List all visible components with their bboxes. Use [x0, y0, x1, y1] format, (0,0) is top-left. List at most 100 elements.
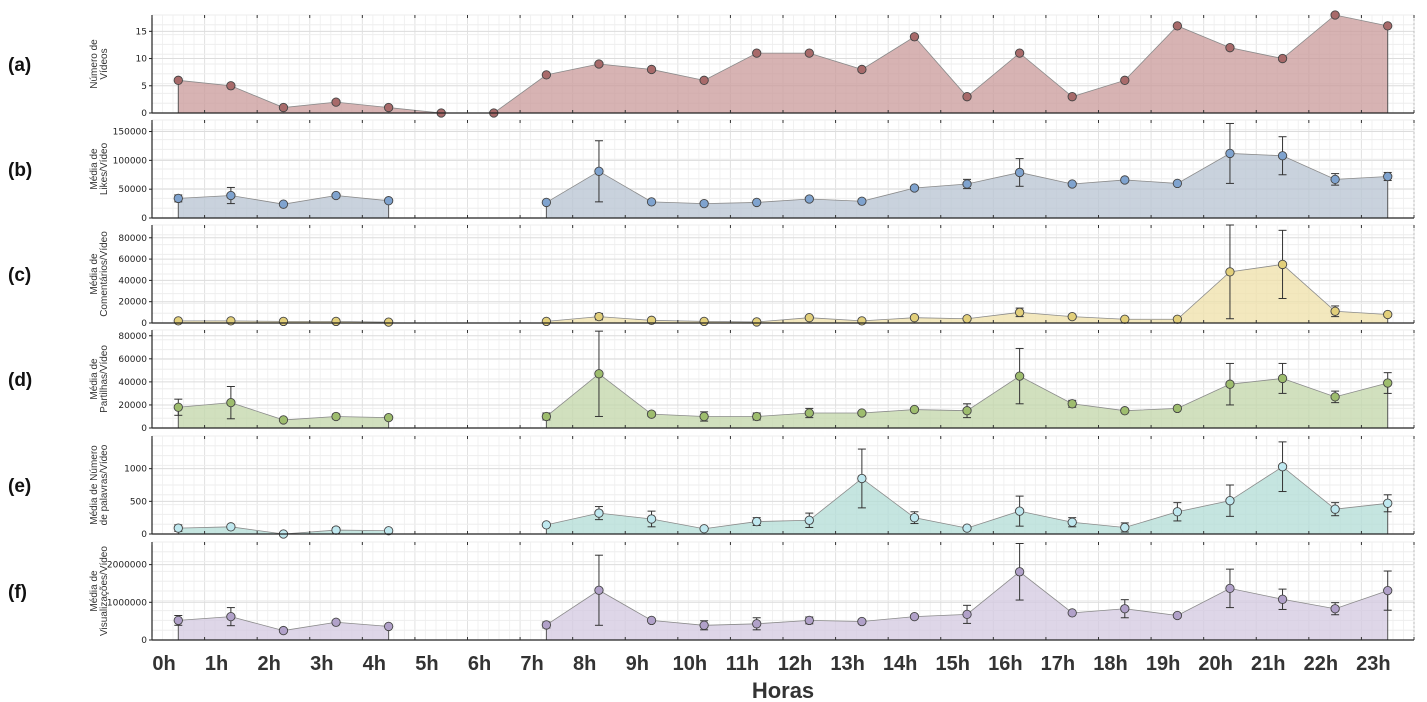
- y-tick-label: 10: [136, 55, 148, 65]
- data-point: [1014, 48, 1025, 58]
- data-point: [173, 615, 183, 626]
- data-point: [1277, 594, 1288, 604]
- data-point: [594, 369, 604, 379]
- x-tick-label: 20h: [1198, 653, 1232, 675]
- y-tick-label: 60000: [118, 255, 147, 265]
- data-point: [1014, 371, 1025, 381]
- data-point: [383, 102, 394, 113]
- y-tick-label: 1000000: [107, 598, 147, 608]
- y-tick-label: 5: [141, 82, 147, 92]
- data-point: [857, 408, 867, 418]
- x-tick-label: 2h: [257, 653, 280, 675]
- data-point: [646, 197, 657, 207]
- data-point: [331, 617, 341, 627]
- y-axis-label-line: Visualizações/Vídeo: [99, 546, 110, 636]
- data-point: [1172, 610, 1183, 621]
- data-point: [173, 193, 183, 204]
- data-point: [909, 611, 920, 622]
- x-tick-label: 18h: [1093, 653, 1127, 675]
- y-axis-label-line: Número de: [89, 39, 100, 89]
- x-tick-label: 21h: [1251, 653, 1285, 675]
- data-point: [804, 515, 814, 525]
- y-tick-label: 50000: [118, 185, 147, 195]
- y-axis-label-line: Likes/Vídeo: [99, 142, 110, 195]
- data-point: [173, 316, 183, 326]
- data-point: [752, 197, 762, 208]
- data-point: [752, 48, 762, 58]
- data-point: [1014, 167, 1025, 178]
- data-point: [1330, 604, 1340, 614]
- data-point: [1120, 75, 1130, 85]
- y-tick-label: 0: [141, 530, 147, 540]
- data-point: [962, 406, 972, 416]
- y-tick-label: 0: [141, 214, 147, 224]
- x-tick-label: 7h: [520, 653, 543, 675]
- data-point: [331, 190, 341, 201]
- y-tick-label: 40000: [118, 276, 147, 286]
- data-point: [541, 197, 552, 208]
- data-point: [383, 317, 394, 327]
- y-tick-label: 20000: [118, 401, 147, 411]
- data-point: [699, 411, 709, 422]
- data-point: [594, 311, 604, 322]
- data-point: [1120, 175, 1130, 185]
- data-point: [383, 621, 394, 632]
- data-point: [541, 620, 552, 630]
- data-point: [1172, 314, 1183, 324]
- data-point: [909, 183, 920, 193]
- data-point: [1277, 373, 1288, 384]
- data-point: [699, 620, 709, 630]
- y-axis-label-line: Média de: [89, 148, 100, 190]
- data-point: [646, 409, 657, 419]
- y-tick-label: 0: [141, 636, 147, 646]
- panel-label: (a): [8, 55, 31, 76]
- panel-label: (b): [8, 160, 32, 181]
- data-point: [909, 313, 920, 323]
- series-line: [178, 14, 1388, 114]
- y-axis-label-line: de palavras/Vídeo: [99, 444, 110, 525]
- data-point: [909, 32, 920, 42]
- y-tick-label: 500: [130, 497, 147, 507]
- data-point: [1014, 567, 1025, 577]
- series-area: [178, 15, 1388, 113]
- y-tick-label: 0: [141, 424, 147, 434]
- data-point: [541, 316, 552, 327]
- data-point: [1067, 311, 1077, 322]
- data-point: [1225, 43, 1235, 53]
- data-point: [383, 412, 394, 423]
- data-point: [226, 611, 236, 622]
- data-point: [962, 314, 972, 324]
- x-tick-label: 6h: [468, 653, 491, 675]
- data-point: [1067, 179, 1077, 189]
- data-point: [331, 97, 341, 107]
- y-tick-label: 100000: [113, 156, 148, 166]
- data-point: [1172, 178, 1183, 189]
- data-point: [1172, 21, 1183, 31]
- data-point: [646, 64, 657, 75]
- y-axis-label-line: Partilhas/Vídeo: [99, 345, 110, 413]
- data-point: [804, 194, 814, 204]
- data-point: [278, 316, 289, 327]
- x-tick-label: 19h: [1146, 653, 1180, 675]
- y-axis-label-line: Média de: [89, 253, 100, 295]
- x-tick-label: 12h: [778, 653, 812, 675]
- y-tick-label: 15: [136, 27, 147, 37]
- data-point: [804, 615, 814, 626]
- y-axis-label: Média deLikes/Vídeo: [89, 142, 110, 195]
- panel-e: 0 500 1000 Média de Númerode palavras/Vídeo…: [8, 435, 1415, 540]
- x-tick-label: 0h: [152, 653, 175, 675]
- x-tick-label: 9h: [626, 653, 649, 675]
- x-tick-label: 17h: [1041, 653, 1075, 675]
- x-tick-label: 15h: [936, 653, 970, 675]
- data-point: [594, 59, 604, 69]
- data-point: [1225, 267, 1235, 277]
- y-axis-label: Média deComentários/Vídeo: [89, 231, 110, 317]
- data-point: [1120, 406, 1130, 416]
- data-point: [278, 102, 289, 113]
- data-point: [1383, 585, 1393, 596]
- x-tick-label: 1h: [205, 653, 228, 675]
- data-point: [1120, 604, 1130, 614]
- data-point: [699, 524, 709, 534]
- data-point: [1383, 498, 1393, 508]
- y-tick-label: 20000: [118, 298, 147, 308]
